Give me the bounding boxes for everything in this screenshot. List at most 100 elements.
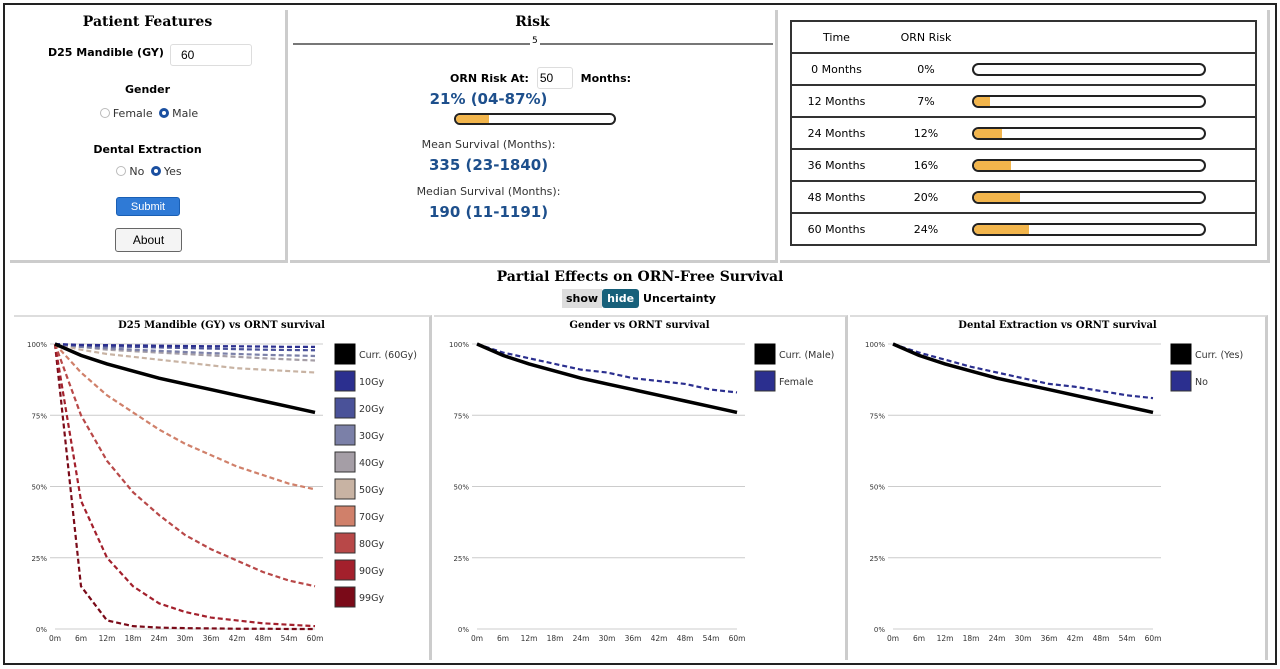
row-bar-cell — [971, 117, 1256, 150]
y-tick-label: 25% — [31, 555, 47, 563]
legend-swatch[interactable] — [754, 370, 776, 392]
submit-button[interactable]: Submit — [116, 197, 180, 216]
risk-progress-bar — [972, 222, 1206, 236]
chart-extraction: Dental Extraction vs ORNT survival 0% 25% 5… — [850, 315, 1268, 660]
x-tick-label: 18m — [125, 634, 142, 643]
legend-swatch[interactable] — [334, 397, 356, 419]
risk-progress-bar — [972, 94, 1206, 108]
y-tick-label: 0% — [36, 626, 47, 634]
mean-survival-label: Mean Survival (Months): — [421, 138, 556, 151]
legend-label[interactable]: 40Gy — [359, 458, 384, 469]
legend-swatch[interactable] — [334, 370, 356, 392]
show-uncertainty-button[interactable]: show — [562, 289, 603, 308]
legend-swatch[interactable] — [334, 343, 356, 365]
row-bar-cell — [971, 53, 1256, 86]
x-tick-label: 60m — [307, 634, 324, 643]
legend-swatch[interactable] — [754, 343, 776, 365]
legend-label[interactable]: 20Gy — [359, 404, 384, 415]
x-tick-label: 12m — [937, 634, 954, 643]
legend-label[interactable]: No — [1195, 377, 1208, 388]
d25-input[interactable] — [170, 44, 252, 66]
row-time: 60 Months — [791, 213, 881, 246]
row-bar-cell — [971, 181, 1256, 214]
extraction-no-radio[interactable] — [116, 166, 127, 176]
chart-title: Gender vs ORNT survival — [569, 320, 710, 331]
months-label: Months: — [580, 72, 632, 85]
y-tick-label: 25% — [869, 555, 885, 563]
legend-swatch[interactable] — [1170, 343, 1192, 365]
gender-label: Gender — [124, 83, 171, 96]
legend-label[interactable]: Curr. (Yes) — [1195, 350, 1243, 361]
series-line-80gy — [53, 343, 316, 588]
legend-label[interactable]: 50Gy — [359, 485, 384, 496]
extraction-label: Dental Extraction — [93, 143, 202, 156]
legend-swatch[interactable] — [334, 505, 356, 527]
legend-swatch[interactable] — [334, 451, 356, 473]
legend-label[interactable]: 70Gy — [359, 512, 384, 523]
x-tick-label: 6m — [497, 634, 509, 643]
row-risk: 0% — [881, 53, 971, 86]
x-tick-label: 6m — [75, 634, 87, 643]
series-line-no — [892, 342, 1154, 400]
x-tick-label: 36m — [203, 634, 220, 643]
risk-table-row: 24 Months 12% — [791, 117, 1256, 150]
y-tick-label: 75% — [453, 412, 469, 420]
legend-swatch[interactable] — [1170, 370, 1192, 392]
orn-months-input[interactable] — [536, 67, 573, 89]
x-tick-label: 54m — [703, 634, 720, 643]
legend-swatch[interactable] — [334, 532, 356, 554]
legend-label[interactable]: 10Gy — [359, 377, 384, 388]
legend-swatch[interactable] — [334, 424, 356, 446]
row-time: 24 Months — [791, 117, 881, 150]
x-tick-label: 54m — [281, 634, 298, 643]
gender-male-radio[interactable] — [159, 108, 170, 118]
orn-risk-at-label: ORN Risk At: — [450, 72, 529, 85]
hide-uncertainty-button[interactable]: hide — [602, 289, 640, 308]
legend-label[interactable]: Female — [779, 377, 814, 388]
extraction-yes-radio[interactable] — [150, 166, 161, 176]
y-tick-label: 0% — [458, 626, 469, 634]
gender-female-label[interactable]: Female — [112, 107, 153, 120]
x-tick-label: 24m — [573, 634, 590, 643]
y-tick-label: 75% — [31, 412, 47, 420]
risk-value: 21% (04-87%) — [429, 90, 548, 108]
row-time: 12 Months — [791, 85, 881, 118]
time-slider-handle[interactable]: 5 — [530, 36, 540, 46]
legend-swatch[interactable] — [334, 586, 356, 608]
series-line-70gy — [54, 343, 316, 491]
chart-gender: Gender vs ORNT survival 0% 25% 50% 75% 100% 0m… — [434, 315, 848, 660]
header-orn-risk: ORN Risk — [881, 21, 971, 54]
x-tick-label: 42m — [1067, 634, 1084, 643]
legend-label[interactable]: 90Gy — [359, 566, 384, 577]
series-line-curr-60gy- — [54, 342, 316, 415]
header-time: Time — [791, 21, 881, 54]
row-bar-cell — [971, 213, 1256, 246]
series-line-10gy — [54, 342, 315, 348]
legend-label[interactable]: 80Gy — [359, 539, 384, 550]
extraction-no-label[interactable]: No — [129, 165, 145, 178]
x-tick-label: 18m — [547, 634, 564, 643]
risk-progress-bar — [972, 126, 1206, 140]
x-tick-label: 0m — [471, 634, 483, 643]
gender-female-radio[interactable] — [99, 108, 110, 118]
x-tick-label: 30m — [1015, 634, 1032, 643]
x-tick-label: 36m — [625, 634, 642, 643]
legend-swatch[interactable] — [334, 559, 356, 581]
legend-label[interactable]: 99Gy — [359, 593, 384, 604]
risk-table-row: 12 Months 7% — [791, 85, 1256, 118]
legend-swatch[interactable] — [334, 478, 356, 500]
legend-label[interactable]: 30Gy — [359, 431, 384, 442]
gender-male-label[interactable]: Male — [172, 107, 199, 120]
about-button[interactable]: About — [115, 228, 182, 252]
x-tick-label: 60m — [729, 634, 746, 643]
legend-label[interactable]: Curr. (Male) — [779, 350, 834, 361]
extraction-yes-label[interactable]: Yes — [163, 165, 182, 178]
legend-label[interactable]: Curr. (60Gy) — [359, 350, 417, 361]
series-line-99gy — [53, 343, 315, 631]
x-tick-label: 24m — [151, 634, 168, 643]
row-bar-cell — [971, 85, 1256, 118]
series-line-90gy — [53, 343, 316, 628]
chart-d25: D25 Mandible (GY) vs ORNT survival 0% 25% 5… — [14, 315, 432, 660]
median-survival-label: Median Survival (Months): — [416, 185, 561, 198]
risk-table-panel: Time ORN Risk 0 Months 0% 12 Months 7% 24 Mon… — [780, 10, 1270, 263]
